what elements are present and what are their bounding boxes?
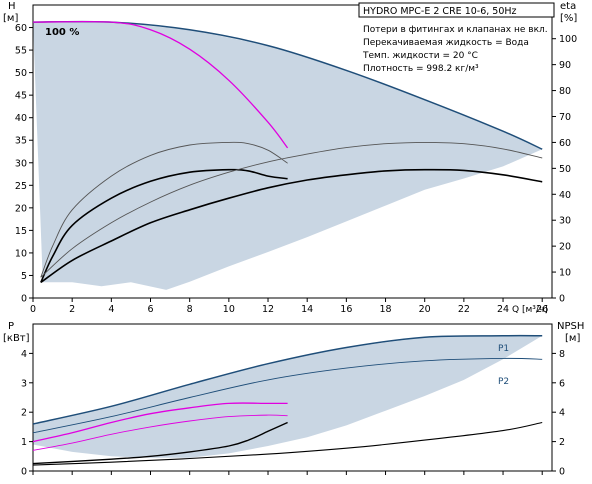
y-tick-label: 0 [21,467,27,478]
x-axis-label: Q [м³/ч] [512,305,548,315]
y-tick-label: 40 [15,113,27,124]
bottom-y-left-label-2: [кВт] [3,333,30,344]
y-tick-label: 35 [15,136,27,147]
top-y-left-label-2: [м] [3,13,18,24]
x-tick-label: 22 [458,304,470,315]
y-tick-label: 25 [15,181,27,192]
top-y-left-label-1: H [8,1,16,12]
y-tick-label: 45 [15,91,27,102]
bottom-y-right-label-1: NPSH [557,321,584,332]
x-tick-label: 8 [187,304,193,315]
series-line-4 [32,421,288,465]
y-tick-label: 15 [15,226,27,237]
y2-tick-label: 2 [559,437,565,448]
x-tick-label: 16 [340,304,352,315]
series-line-5 [40,141,543,278]
series-line-1 [32,20,289,149]
y2-tick-label: 100 [559,34,577,45]
y2-tick-label: 6 [559,378,565,389]
x-tick-label: 12 [262,304,274,315]
y-tick-label: 30 [15,158,27,169]
series-line-5 [32,421,543,466]
info-line-3: Темп. жидкости = 20 °C [362,51,478,61]
series-line-3 [32,414,288,451]
x-tick-label: 10 [223,304,235,315]
x-tick-label: 20 [419,304,431,315]
y2-tick-label: 70 [559,112,571,123]
series-line-2 [40,168,288,283]
series-line-4 [40,141,288,278]
y2-tick-label: 4 [559,408,565,419]
y-tick-label: 3 [21,378,27,389]
chart-title: HYDRO MPC-E 2 CRE 10-6, 50Hz [363,6,517,17]
plot-frame [32,4,553,299]
info-line-4: Плотность = 998.2 кг/м³ [363,64,479,74]
series-line-3 [40,168,543,284]
x-tick-label: 6 [147,304,153,315]
y-tick-label: 2 [21,408,27,419]
x-tick-label: 18 [379,304,391,315]
x-tick-label: 14 [301,304,313,315]
operating-envelope [33,22,543,290]
bottom-y-right-label-2: [м] [565,333,580,344]
y-tick-label: 50 [15,68,27,79]
y-tick-label: 10 [15,248,27,259]
y2-tick-label: 30 [559,216,571,227]
y2-tick-label: 40 [559,190,571,201]
y-tick-label: 60 [15,23,27,34]
y2-tick-label: 20 [559,242,571,253]
x-tick-label: 0 [30,304,36,315]
info-line-2: Перекачиваемая жидкость = Вода [363,38,529,48]
series-line-1 [32,357,543,434]
plot-frame [32,323,553,472]
y-tick-label: 55 [15,46,27,57]
series-label-p2: P2 [498,377,509,387]
y2-tick-label: 60 [559,138,571,149]
info-line-1: Потери в фитингах и клапанах не вкл. [363,25,548,35]
top-y-right-label-2: [%] [560,13,577,24]
top-y-right-label-1: eta [560,1,576,12]
y2-tick-label: 50 [559,164,571,175]
title-box [358,2,555,18]
x-tick-label: 26 [536,304,548,315]
x-tick-label: 2 [69,304,75,315]
panel-qh: 0510152025303540455055600102030405060708… [15,4,577,315]
bottom-y-left-label-1: P [8,321,14,332]
y2-tick-label: 80 [559,86,571,97]
y-tick-label: 5 [21,271,27,282]
speed-label: 100 % [45,27,79,38]
operating-envelope [33,335,543,458]
x-tick-label: 24 [497,304,509,315]
y2-tick-label: 0 [559,294,565,305]
x-tick-label: 4 [108,304,114,315]
series-line-2 [32,402,288,443]
y-tick-label: 1 [21,437,27,448]
y2-tick-label: 8 [559,349,565,360]
panel-power-npsh: 0 1 2 3 4 0 2 4 6 8 [21,323,565,478]
series-label-p1: P1 [498,344,509,354]
y-tick-label: 20 [15,203,27,214]
y-tick-label: 0 [21,294,27,305]
series-line-0 [32,334,543,425]
y2-tick-label: 10 [559,268,571,279]
y2-tick-label: 90 [559,60,571,71]
y2-tick-label: 0 [559,467,565,478]
y-tick-label: 4 [21,349,27,360]
